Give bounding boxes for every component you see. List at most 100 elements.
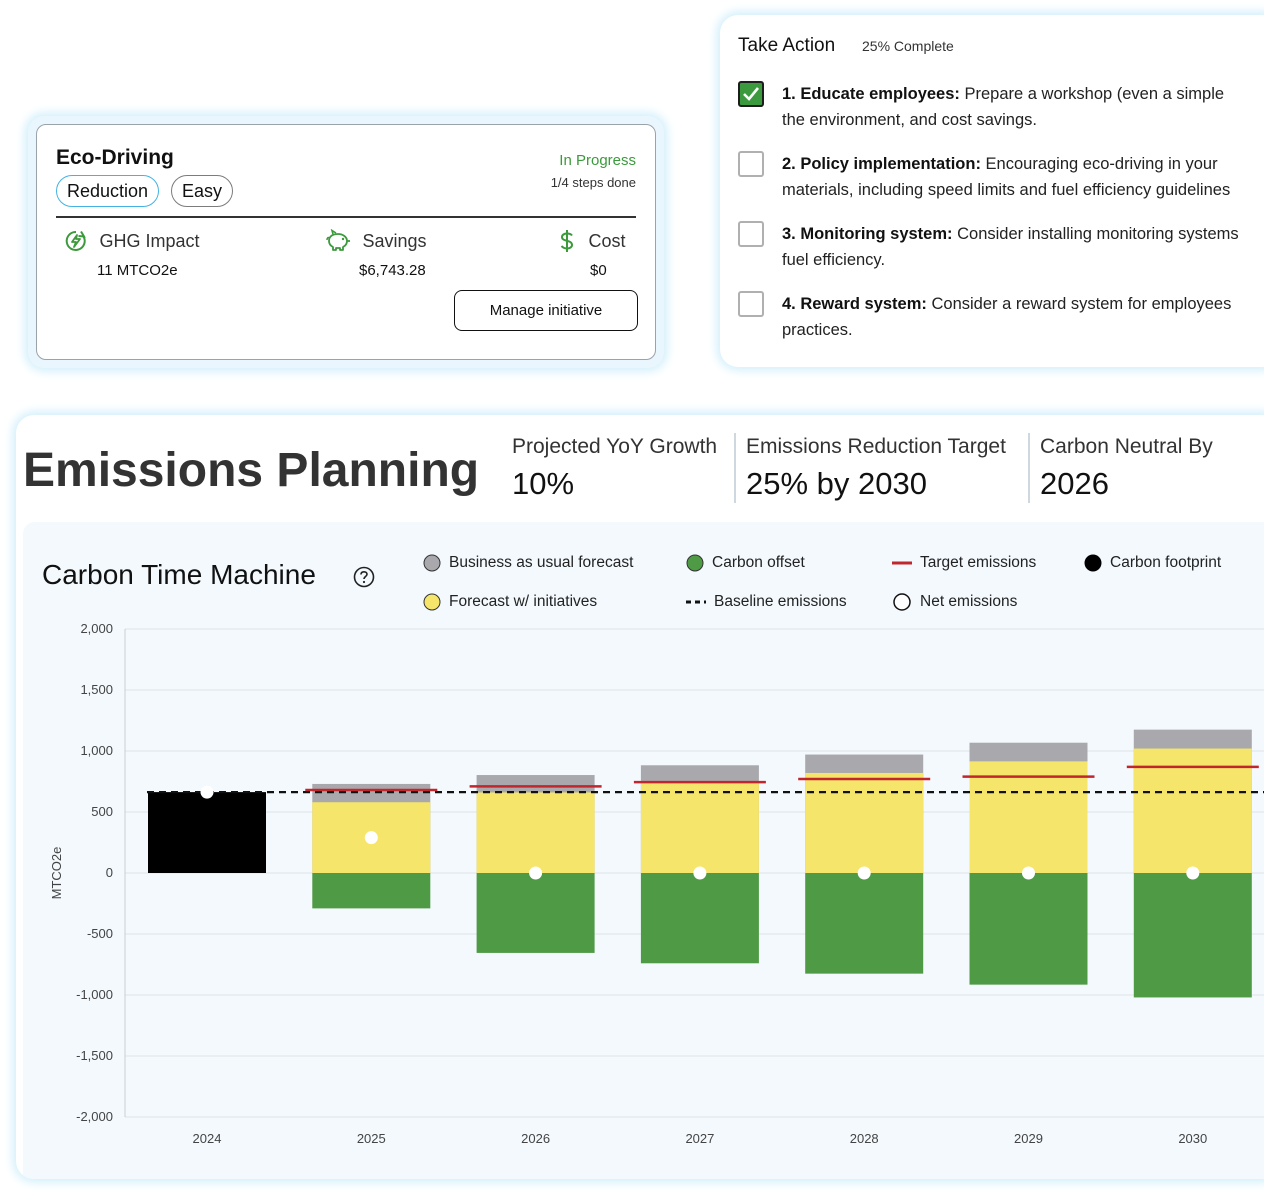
x-tick-label: 2030 (1178, 1131, 1207, 1146)
page-title: Emissions Planning (23, 444, 480, 497)
take-action-panel: Take Action 25% Complete 1. Educate empl… (720, 15, 1264, 367)
tag-easy: Easy (171, 175, 234, 207)
y-axis-label: MTCO2e (49, 847, 64, 900)
action-description: fuel efficiency. (782, 251, 886, 269)
y-tick-label: 500 (91, 804, 113, 819)
bar-carbon-offset (640, 873, 759, 964)
stat-divider (1028, 433, 1030, 503)
bar-carbon-offset (969, 873, 1088, 985)
x-tick-label: 2029 (1014, 1131, 1043, 1146)
legend-forecast-initiatives: Forecast w/ initiatives (423, 593, 597, 611)
legend-label: Forecast w/ initiatives (449, 593, 598, 611)
x-tick-label: 2028 (850, 1131, 879, 1146)
metric-label: GHG Impact (99, 230, 200, 251)
chart-title: Carbon Time Machine (42, 559, 316, 590)
bar-forecast-initiatives (476, 792, 595, 873)
help-icon[interactable] (353, 566, 375, 588)
legend-net-emissions: Net emissions (892, 593, 1017, 611)
metric-ghg-impact: GHG Impact 11 MTCO2e (64, 229, 199, 279)
metric-cost: Cost $0 (557, 229, 625, 279)
action-title: 1. Educate employees: (782, 85, 960, 103)
metric-value: 11 MTCO2e (97, 262, 178, 279)
net-emissions-point (200, 785, 214, 799)
legend-swatch (893, 593, 911, 611)
action-description: practices. (782, 321, 853, 339)
y-tick-label: 1,500 (80, 682, 113, 697)
y-tick-label: 1,000 (80, 743, 113, 758)
stat-divider (734, 433, 736, 503)
legend-carbon-offset: Carbon offset (686, 554, 805, 572)
legend-swatch (686, 600, 706, 604)
legend-baseline-emissions: Baseline emissions (686, 593, 847, 611)
action-title: 3. Monitoring system: (782, 225, 953, 243)
bar-carbon-offset (312, 873, 431, 909)
lightning-icon (65, 230, 86, 251)
legend-carbon-footprint: Carbon footprint (1084, 554, 1221, 572)
metric-savings: Savings $6,743.28 (325, 228, 427, 279)
y-tick-label: -1,000 (76, 987, 113, 1002)
progress-label: 25% Complete (862, 38, 954, 54)
bar-forecast-initiatives (969, 761, 1088, 873)
legend-swatch (1084, 554, 1102, 572)
metric-label: Cost (588, 230, 626, 251)
bar-forecast-initiatives (640, 782, 759, 873)
eco-driving-panel: Eco-Driving In Progress 1/4 steps done R… (28, 116, 664, 368)
metric-label: Savings (362, 230, 427, 251)
dollar-icon (560, 230, 574, 252)
action-title: 4. Reward system: (782, 295, 927, 313)
bar-carbon-offset (1133, 873, 1252, 998)
net-emissions-point (364, 831, 378, 845)
steps-done-label: 1/4 steps done (550, 175, 636, 190)
step-checkbox[interactable] (738, 221, 764, 247)
net-emissions-point (1022, 866, 1035, 880)
bar-forecast-initiatives (1133, 748, 1252, 873)
x-tick-label: 2026 (521, 1131, 550, 1146)
legend-label: Carbon offset (712, 554, 805, 572)
stat-value: 25% by 2030 (746, 466, 927, 501)
check-icon (743, 87, 760, 101)
step-checkbox[interactable] (738, 81, 764, 107)
metric-value: $6,743.28 (359, 262, 426, 279)
carbon-time-machine-panel: 2,000 1,500 1,000 500 0 -500 -1,000 -1,500 -2,00… (23, 522, 1264, 1179)
step-checkbox[interactable] (738, 291, 764, 317)
legend-label: Business as usual forecast (449, 554, 634, 572)
legend-target-emissions: Target emissions (892, 554, 1036, 572)
legend-swatch (892, 561, 912, 565)
legend-label: Carbon footprint (1110, 554, 1222, 572)
legend-label: Net emissions (920, 593, 1018, 611)
net-emissions-point (857, 866, 871, 880)
piggy-bank-icon (326, 228, 350, 251)
y-tick-label: -500 (87, 926, 113, 941)
initiative-title: Eco-Driving (56, 146, 174, 169)
action-description: Consider installing monitoring systems (952, 225, 1239, 243)
stat-label: Carbon Neutral By (1040, 435, 1213, 458)
net-emissions-point (693, 866, 707, 880)
bar-carbon-offset (476, 873, 595, 953)
x-tick-label: 2027 (685, 1131, 714, 1146)
net-emissions-point (529, 866, 543, 880)
action-description: materials, including speed limits and fu… (782, 181, 1231, 199)
manage-initiative-button[interactable]: Manage initiative (454, 290, 638, 331)
take-action-title: Take Action (738, 35, 836, 56)
tag-reduction: Reduction (56, 175, 160, 207)
step-checkbox[interactable] (738, 151, 764, 177)
stat-yoy-growth: Projected YoY Growth 10% (512, 435, 717, 502)
legend-bau-forecast: Business as usual forecast (423, 554, 633, 572)
action-text: 3. Monitoring system: Consider installin… (782, 221, 1264, 273)
eco-driving-card: Eco-Driving In Progress 1/4 steps done R… (36, 124, 656, 360)
stat-carbon-neutral: Carbon Neutral By 2026 (1040, 435, 1213, 502)
emissions-chart: 2,000 1,500 1,000 500 0 -500 -1,000 -1,500 -2,00… (49, 621, 1264, 1146)
y-tick-label: 2,000 (80, 621, 113, 636)
y-tick-label: 0 (106, 865, 113, 880)
y-tick-label: -2,000 (76, 1109, 113, 1124)
legend-swatch (423, 593, 441, 611)
stat-label: Emissions Reduction Target (746, 435, 1006, 458)
bar-forecast-initiatives (805, 772, 924, 873)
y-tick-label: -1,500 (76, 1048, 113, 1063)
stat-label: Projected YoY Growth (512, 435, 718, 458)
action-description: Consider a reward system for employees (926, 295, 1232, 313)
divider (56, 216, 636, 218)
status-label: In Progress (559, 152, 636, 169)
metric-value: $0 (590, 262, 607, 279)
action-text: 1. Educate employees: Prepare a workshop… (782, 81, 1264, 133)
